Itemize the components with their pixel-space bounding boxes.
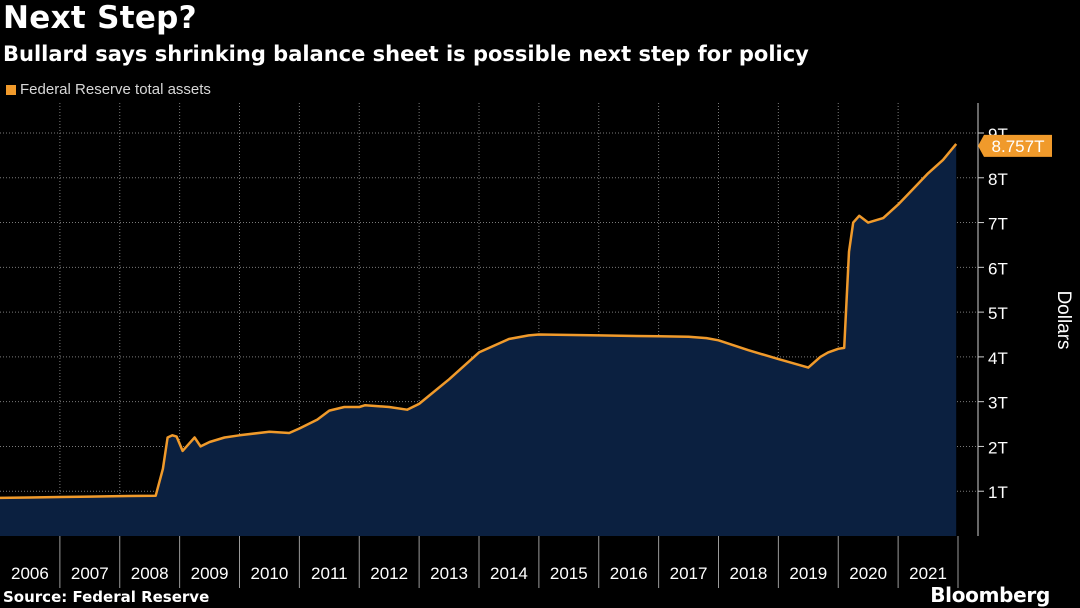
y-tick-label: 1T	[988, 483, 1008, 502]
x-tick-label: 2013	[430, 564, 468, 583]
series-area	[0, 143, 957, 536]
x-tick-label: 2014	[490, 564, 528, 583]
y-tick-label: 2T	[988, 438, 1008, 457]
x-tick-label: 2016	[610, 564, 648, 583]
chart-subtitle: Bullard says shrinking balance sheet is …	[3, 42, 809, 66]
x-tick-label: 2008	[131, 564, 169, 583]
x-tick-label: 2011	[311, 564, 348, 583]
x-tick-label: 2019	[789, 564, 827, 583]
legend: Federal Reserve total assets	[6, 81, 211, 98]
series-line	[0, 143, 958, 500]
legend-label: Federal Reserve total assets	[20, 81, 211, 98]
x-tick-label: 2010	[251, 564, 289, 583]
x-tick-label: 2021	[909, 564, 947, 583]
y-tick-label: 5T	[988, 304, 1008, 323]
axis-layer	[59, 103, 984, 588]
chart-title: Next Step?	[3, 0, 197, 36]
y-tick-label: 7T	[988, 215, 1008, 234]
x-tick-label: 2009	[191, 564, 229, 583]
last-value-label: 8.757T	[992, 137, 1045, 156]
y-tick-label: 3T	[988, 394, 1008, 413]
last-value-badge	[978, 134, 1052, 157]
area-layer	[0, 143, 958, 536]
x-tick-label: 2018	[730, 564, 768, 583]
legend-swatch	[6, 84, 16, 95]
x-tick-label: 2006	[11, 564, 49, 583]
bloomberg-logo: Bloomberg	[930, 583, 1050, 607]
y-tick-label: 4T	[988, 349, 1008, 368]
source-note: Source: Federal Reserve	[3, 588, 210, 606]
x-tick-label: 2017	[670, 564, 708, 583]
y-tick-label: 8T	[988, 170, 1008, 189]
y-tick-label: 6T	[988, 259, 1008, 278]
x-tick-label: 2015	[550, 564, 588, 583]
y-axis-title: Dollars	[1053, 290, 1074, 349]
x-tick-label: 2007	[71, 564, 109, 583]
x-tick-label: 2020	[849, 564, 887, 583]
x-tick-label: 2012	[370, 564, 408, 583]
